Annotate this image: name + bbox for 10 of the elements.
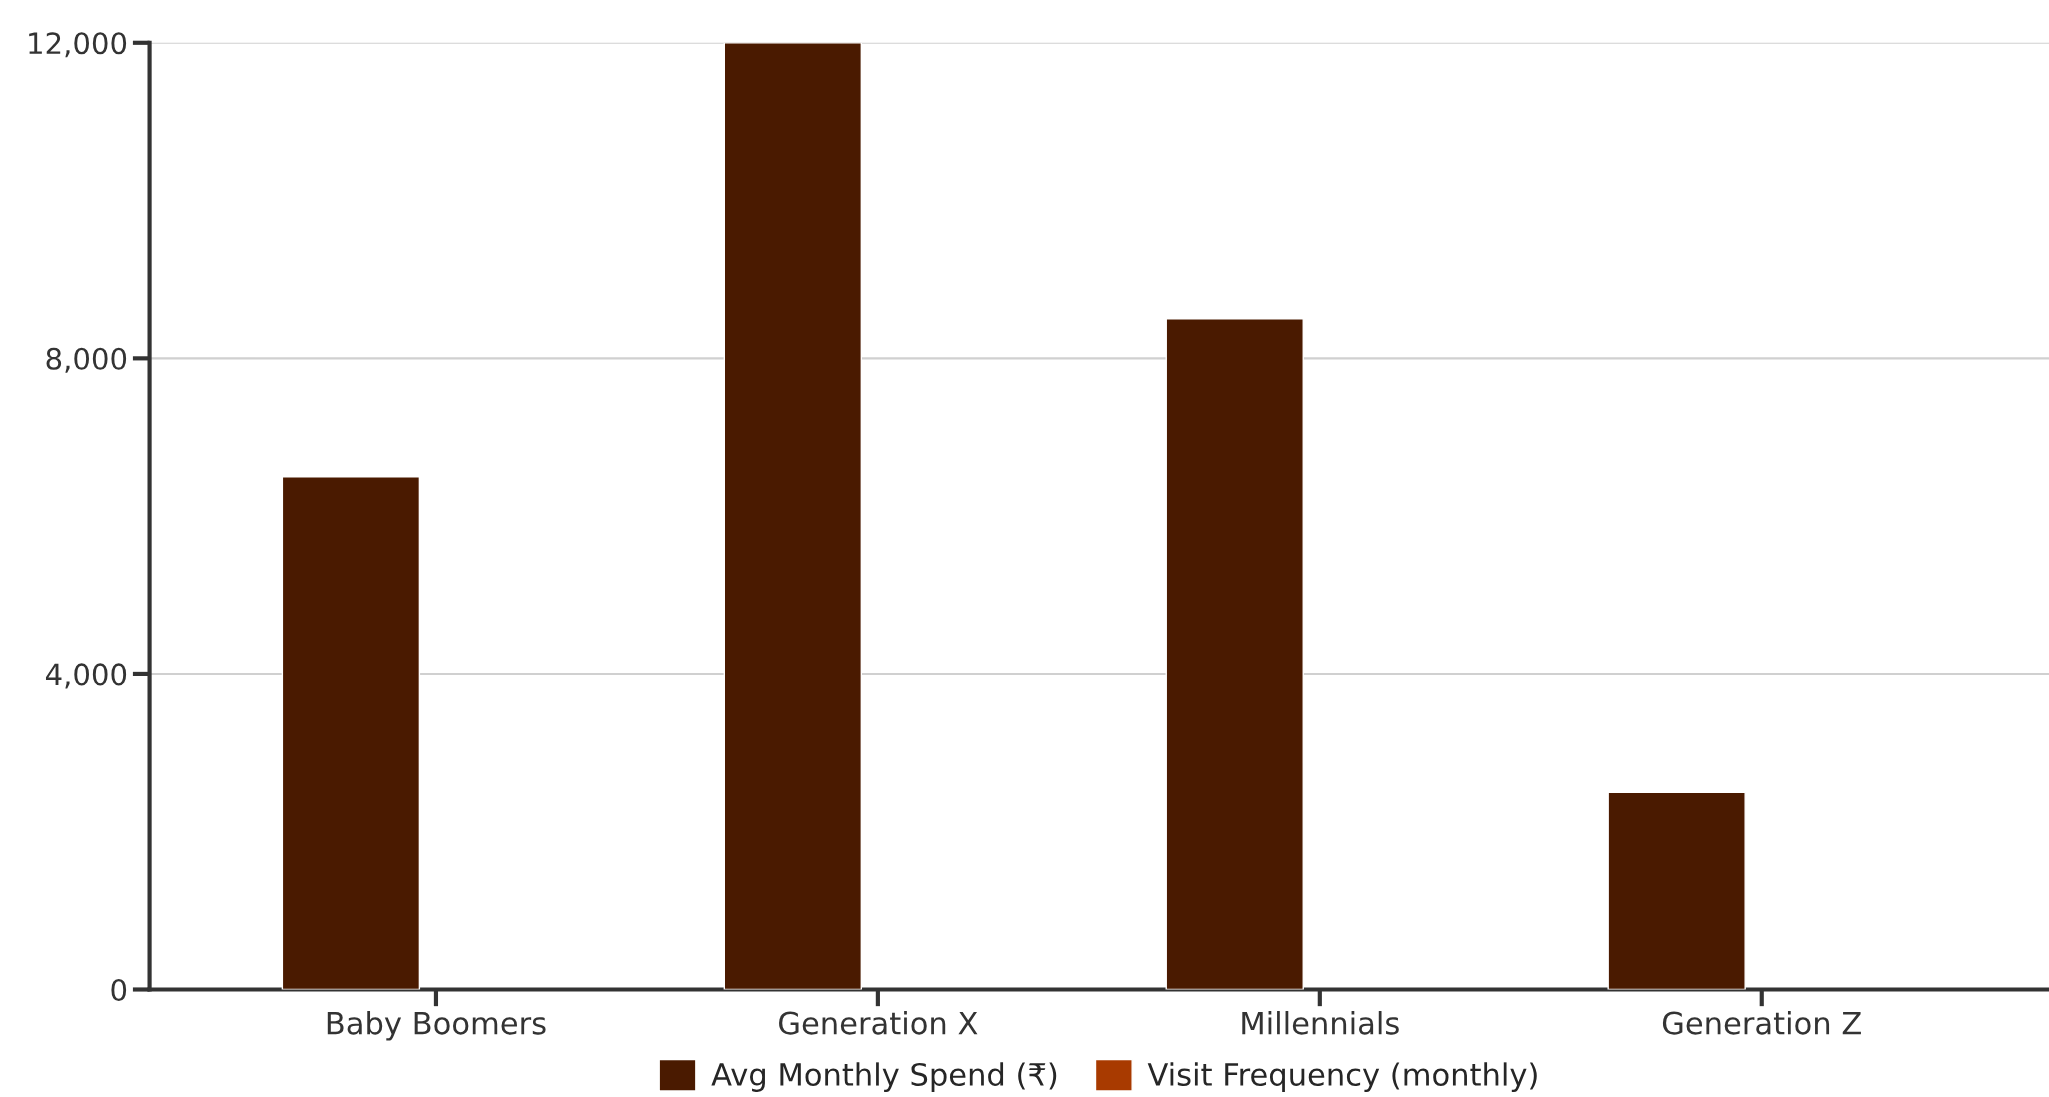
x-tick-label: Millennials bbox=[1242, 1011, 1399, 1035]
y-tick-label: 0 bbox=[111, 978, 127, 1001]
x-tick-label: Generation X bbox=[779, 1011, 978, 1035]
x-tick-label: Baby Boomers bbox=[327, 1011, 546, 1041]
y-tick-label: 12,000 bbox=[29, 32, 127, 58]
y-tick-label: 8,000 bbox=[46, 347, 127, 373]
legend-label: Avg Monthly Spend (₹) bbox=[711, 1062, 1057, 1092]
legend-label: Visit Frequency (monthly) bbox=[1147, 1062, 1537, 1092]
x-tick-label: Generation Z bbox=[1662, 1011, 1861, 1035]
y-tick-label: 4,000 bbox=[45, 663, 127, 689]
